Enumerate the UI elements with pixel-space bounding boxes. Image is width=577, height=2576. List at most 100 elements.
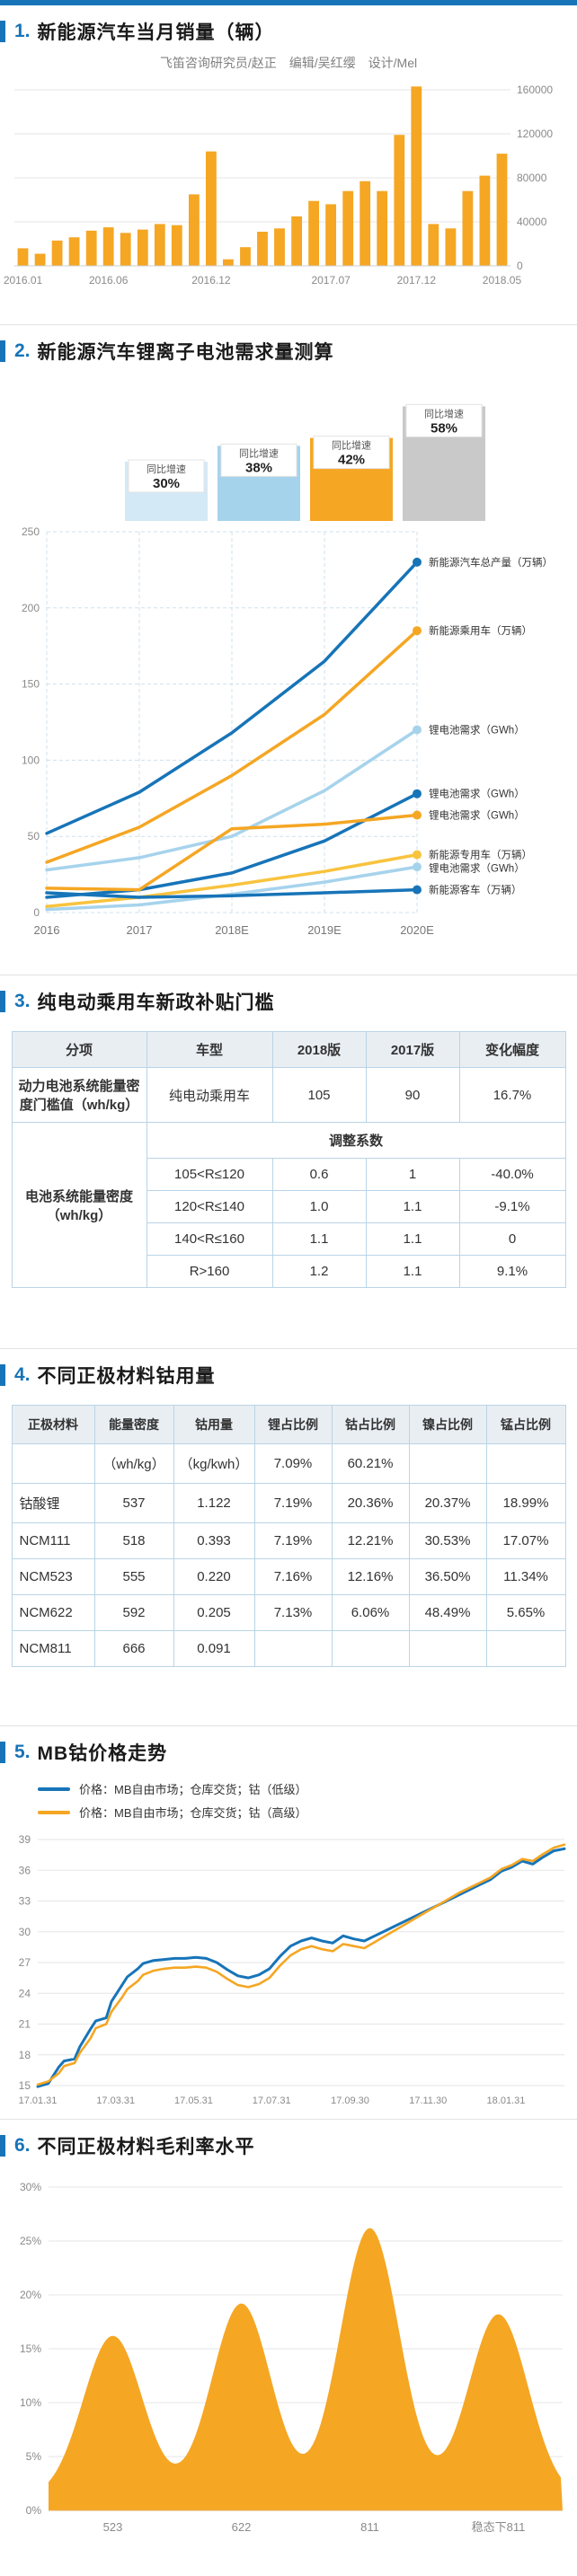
y-axis-label: 20% (20, 2289, 41, 2301)
table-cell: 1.1 (271, 1222, 367, 1256)
table-cell: 120<R≤140 (146, 1190, 273, 1223)
column-header: 分项 (11, 1031, 147, 1068)
y-axis-label: 250 (22, 525, 40, 538)
table-cell: 7.16% (253, 1558, 333, 1595)
x-axis-label: 811 (360, 2520, 379, 2534)
sales-bar (51, 240, 63, 266)
table-cell: 16.7% (458, 1067, 566, 1123)
sales-bar (377, 190, 388, 266)
table-cell: 1.122 (173, 1483, 255, 1523)
table-cell: 140<R≤160 (146, 1222, 273, 1256)
gross-margin-area-chart: 0% 5% 10% 15% 20% 25% 30% 523 622 811 稳态下811 (20, 2181, 563, 2534)
series-label: 新能源专用车（万辆） (429, 849, 532, 861)
y-axis-label: 18 (19, 2049, 31, 2061)
section-accent-bar (0, 2135, 5, 2157)
section-cobalt-price: 5. MB钴价格走势 价格：MB自由市场；仓库交货；钴（低级） 价格：MB自由市… (0, 1725, 577, 2119)
sales-bar (291, 216, 302, 266)
table-cell: 592 (93, 1594, 174, 1631)
y-axis-label: 50 (28, 830, 40, 842)
growth-caption: 同比增速 (332, 439, 371, 452)
y-axis-label: 39 (19, 1833, 31, 1846)
series-label: 锂电池需求（GWh） (429, 808, 525, 821)
row-label: 钴酸锂 (11, 1483, 95, 1523)
section-header: 3. 纯电动乘用车新政补贴门槛 (0, 975, 577, 1020)
y-axis-label: 80000 (517, 172, 547, 184)
y-axis-label: 150 (22, 678, 40, 691)
table-cell: 1.1 (365, 1190, 460, 1223)
section-title: 新能源汽车当月销量（辆） (37, 22, 275, 43)
table-cell (408, 1630, 487, 1667)
series-end-dot (413, 885, 422, 895)
table-cell: 666 (93, 1630, 174, 1667)
row-label: NCM111 (11, 1522, 95, 1559)
sales-bar (411, 86, 422, 266)
table-cell (408, 1443, 487, 1484)
sales-bar (34, 253, 46, 266)
y-axis-label: 15 (19, 2079, 31, 2092)
series-end-dot (413, 626, 422, 636)
table-cell: -9.1% (458, 1190, 566, 1223)
section-number: 1. (14, 21, 31, 41)
sales-bar (223, 259, 234, 266)
section-number: 6. (14, 2135, 31, 2156)
table-cell: 0.205 (173, 1594, 255, 1631)
series-label: 锂电池需求（GWh） (429, 788, 525, 800)
section-accent-bar (0, 340, 5, 362)
series-line (45, 560, 419, 835)
y-axis-label: 160000 (517, 84, 553, 96)
column-header: 变化幅度 (458, 1031, 566, 1068)
table-cell: 30.53% (408, 1522, 487, 1559)
table-cell: 17.07% (485, 1522, 566, 1559)
sales-bar (496, 154, 508, 266)
sales-bar (120, 233, 131, 267)
row-label: NCM622 (11, 1594, 95, 1631)
series-line (45, 791, 419, 899)
series-end-dot (413, 789, 422, 798)
table-cell: 1.2 (271, 1255, 367, 1288)
sales-bar (257, 232, 268, 266)
y-axis-label: 40000 (517, 216, 547, 228)
table-cell: 0.6 (271, 1158, 367, 1191)
table-cell: 48.49% (408, 1594, 487, 1631)
y-axis-label: 120000 (517, 128, 553, 140)
x-axis-label: 稳态下811 (472, 2520, 526, 2534)
sales-bar (360, 181, 371, 266)
y-axis-label: 0 (33, 906, 40, 919)
series-end-dot (413, 557, 422, 567)
sales-bar (445, 228, 457, 266)
series-line (45, 813, 419, 892)
growth-caption: 同比增速 (146, 463, 186, 475)
table-cell: 1.1 (365, 1222, 460, 1256)
table-cell: -40.0% (458, 1158, 566, 1191)
series-end-dot (413, 810, 422, 820)
table-cell: （kg/kwh） (173, 1443, 255, 1484)
table-cell: 1.0 (271, 1190, 367, 1223)
row-label (11, 1443, 95, 1484)
growth-value: 58% (431, 420, 457, 436)
y-axis-label: 0 (517, 260, 523, 272)
legend-item: 价格：MB自由市场；仓库交货；钴（低级） (38, 1780, 577, 1797)
table-cell: R>160 (146, 1255, 273, 1288)
x-axis-label: 17.09.30 (331, 2095, 369, 2106)
table-cell: 纯电动乘用车 (146, 1067, 273, 1123)
legend-label: 价格：MB自由市场；仓库交货；钴（低级） (79, 1783, 307, 1796)
row-label: NCM523 (11, 1558, 95, 1595)
row-label: NCM811 (11, 1630, 95, 1667)
sales-bar (479, 175, 491, 266)
top-accent-bar (0, 0, 577, 5)
growth-caption: 同比增速 (239, 446, 279, 459)
column-header: 正极材料 (11, 1405, 95, 1444)
table-cell: 20.37% (408, 1483, 487, 1523)
series-label: 新能源汽车总产量（万辆） (429, 556, 553, 569)
table-cell: 5.65% (485, 1594, 566, 1631)
table-cell: 7.19% (253, 1522, 333, 1559)
x-axis-label: 523 (103, 2520, 123, 2534)
x-axis-label: 2016.12 (191, 274, 231, 287)
row-label: 动力电池系统能量密度门槛值（wh/kg） (11, 1067, 147, 1123)
growth-label-box (220, 443, 297, 477)
column-header: 锂占比例 (253, 1405, 333, 1444)
section-gross-margin: 6. 不同正极材料毛利率水平 0% 5% 10% 15% 20% 25% 30% 523 622… (0, 2119, 577, 2576)
section-header: 5. MB钴价格走势 (0, 1726, 577, 1771)
section-number: 5. (14, 1742, 31, 1762)
adjust-coefficient-label: 调整系数 (146, 1122, 566, 1159)
